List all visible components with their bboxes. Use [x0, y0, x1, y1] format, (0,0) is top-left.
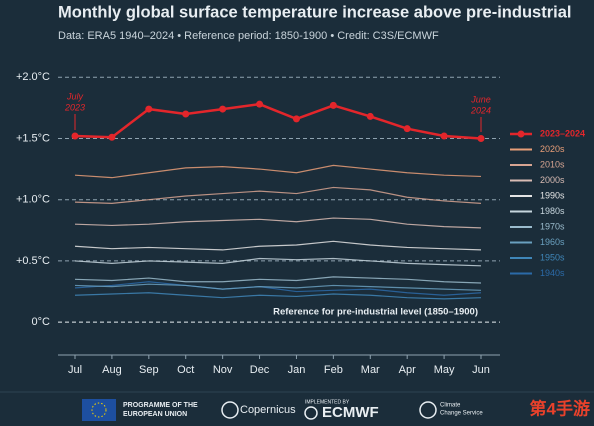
- decade-line: [74, 292, 482, 300]
- footer-text: ECMWF: [322, 404, 379, 421]
- footer-text: Change Service: [440, 411, 483, 417]
- annotation: July: [66, 91, 84, 101]
- eu-flag: [82, 399, 116, 421]
- legend-label: 1960s: [540, 237, 565, 247]
- x-tick-label: Jul: [68, 364, 82, 376]
- decade-line: [74, 240, 482, 251]
- watermark: 第4手游: [530, 398, 590, 418]
- point: [366, 112, 374, 120]
- point: [440, 132, 448, 140]
- y-tick-label: 0°C: [32, 316, 51, 328]
- point: [256, 100, 264, 108]
- x-tick-label: Aug: [102, 364, 122, 376]
- legend-label: 2023–2024: [540, 128, 585, 138]
- x-tick-label: Nov: [213, 364, 233, 376]
- legend-label: 2000s: [540, 175, 565, 185]
- decade-line: [74, 281, 482, 296]
- annotation: Reference for pre-industrial level (1850…: [273, 307, 478, 318]
- point: [292, 115, 300, 123]
- annotation: 2023: [64, 102, 85, 112]
- point: [145, 105, 153, 113]
- copernicus-logo: [221, 401, 239, 419]
- annotation: June: [470, 94, 491, 104]
- footer-text: PROGRAMME OF THE: [123, 402, 198, 409]
- legend-label: 2010s: [540, 159, 565, 169]
- point: [477, 134, 485, 142]
- y-tick-label: +1.0°C: [16, 194, 50, 206]
- footer-text: Copernicus: [240, 404, 296, 416]
- point: [219, 105, 227, 113]
- legend-swatch: [517, 130, 525, 138]
- ecmwf-logo: [304, 406, 318, 420]
- decade-line: [74, 164, 482, 179]
- legend-label: 1980s: [540, 206, 565, 216]
- point: [182, 110, 190, 118]
- point: [329, 101, 337, 109]
- y-tick-label: +0.5°C: [16, 255, 50, 267]
- eu-stars: [91, 402, 107, 418]
- decade-line: [74, 257, 482, 267]
- x-tick-label: Mar: [361, 364, 380, 376]
- point: [403, 125, 411, 133]
- x-tick-label: May: [434, 364, 455, 376]
- point: [71, 132, 79, 140]
- decade-line: [74, 186, 482, 204]
- highlight-line: [74, 102, 482, 140]
- decade-line: [74, 276, 482, 284]
- point: [108, 133, 116, 141]
- footer-text: IMPLEMENTED BY: [305, 399, 350, 405]
- chart-title: Monthly global surface temperature incre…: [58, 3, 571, 21]
- legend-label: 1970s: [540, 221, 565, 231]
- x-tick-label: Sep: [139, 364, 159, 376]
- decade-line: [74, 217, 482, 229]
- y-tick-label: +2.0°C: [16, 71, 50, 83]
- x-tick-label: Oct: [177, 364, 194, 376]
- x-tick-label: Feb: [324, 364, 343, 376]
- x-tick-label: Apr: [399, 364, 416, 376]
- x-tick-label: Jan: [288, 364, 306, 376]
- y-tick-label: +1.5°C: [16, 132, 50, 144]
- x-tick-label: Jun: [472, 364, 490, 376]
- legend-label: 2020s: [540, 144, 565, 154]
- x-tick-label: Dec: [250, 364, 270, 376]
- legend-label: 1950s: [540, 252, 565, 262]
- c3s-logo: [419, 401, 437, 419]
- annotation: 2024: [470, 105, 491, 115]
- chart-subtitle: Data: ERA5 1940–2024 • Reference period:…: [58, 30, 439, 42]
- footer-text: Climate: [440, 403, 461, 409]
- decade-line: [74, 283, 482, 291]
- legend-label: 1990s: [540, 190, 565, 200]
- legend-label: 1940s: [540, 268, 565, 278]
- footer-text: EUROPEAN UNION: [123, 411, 187, 418]
